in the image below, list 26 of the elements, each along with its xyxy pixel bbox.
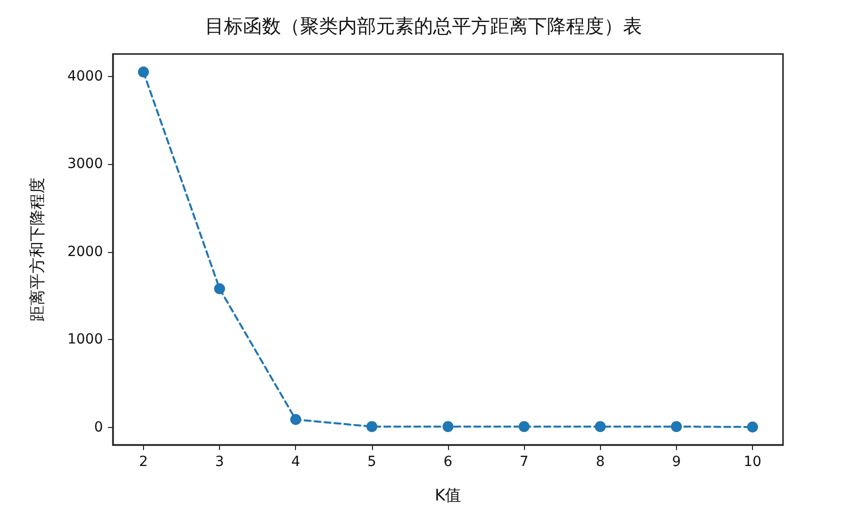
- point: [290, 414, 302, 426]
- x-tick-label: 10: [744, 454, 762, 470]
- y-tick-label: 3000: [67, 156, 103, 172]
- x-tick-label: 4: [291, 454, 300, 470]
- x-tick-label: 8: [596, 454, 605, 470]
- x-axis-title: K值: [434, 486, 462, 504]
- point: [366, 421, 378, 432]
- x-tick-label: 6: [444, 454, 453, 470]
- point: [138, 66, 149, 78]
- x-tick-label: 9: [672, 454, 681, 470]
- point: [747, 422, 758, 433]
- point: [670, 421, 682, 432]
- x-tick-label: 7: [520, 454, 529, 470]
- point: [594, 421, 606, 432]
- x-tick-label: 3: [215, 454, 224, 470]
- point: [518, 421, 530, 432]
- x-tick-label: 2: [138, 454, 148, 470]
- point: [442, 421, 454, 432]
- y-tick-label: 2000: [67, 244, 103, 260]
- y-tick-label: 1000: [67, 332, 103, 348]
- x-tick-label: 5: [367, 454, 376, 470]
- chart-title: 目标函数（聚类内部元素的总平方距离下降程度）表: [205, 16, 642, 38]
- y-tick-label: 4000: [67, 68, 103, 84]
- y-tick-label: 0: [94, 419, 103, 436]
- point: [214, 283, 226, 294]
- y-axis-title: 距离平方和下降程度: [28, 178, 46, 322]
